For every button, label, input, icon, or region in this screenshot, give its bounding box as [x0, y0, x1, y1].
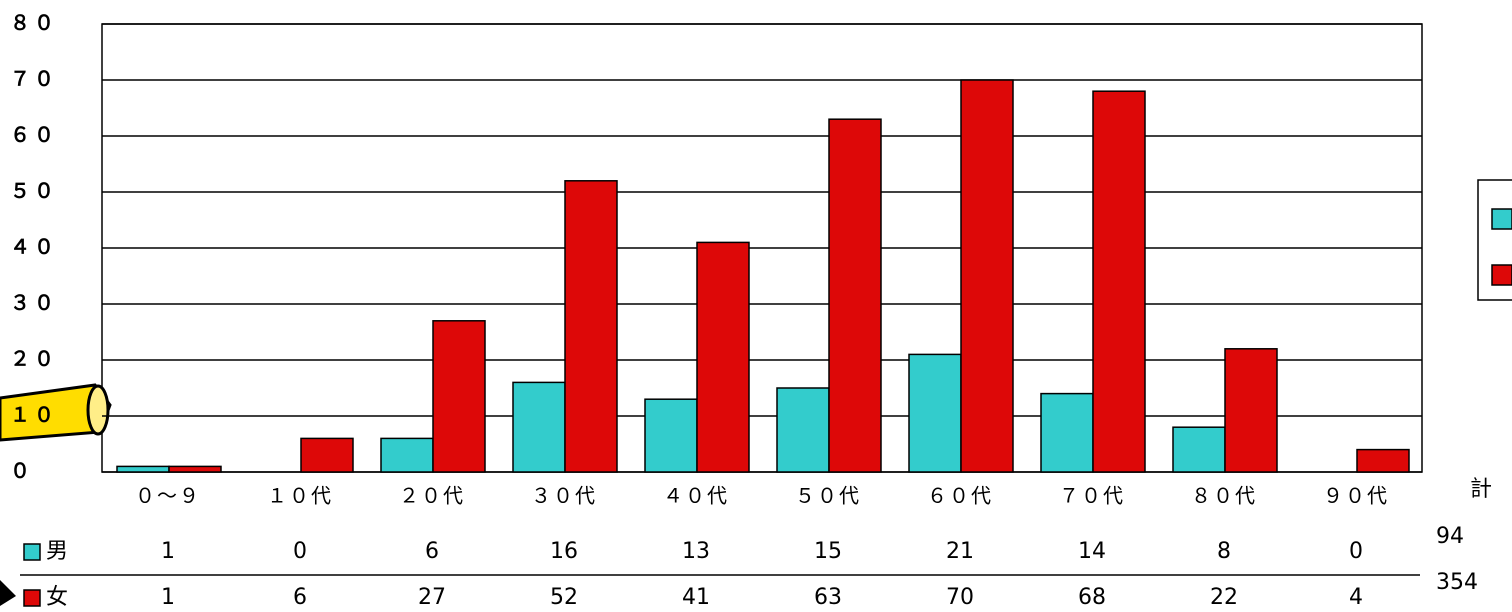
- legend-swatch: [1491, 264, 1512, 286]
- table-value: 22: [1210, 585, 1238, 610]
- table-value: 15: [814, 539, 842, 564]
- table-value: 41: [682, 585, 710, 610]
- bar: [300, 437, 354, 473]
- bar: [512, 381, 566, 473]
- totals-label: 計: [1470, 477, 1492, 502]
- table-value: 8: [1217, 539, 1231, 564]
- bar: [1356, 448, 1410, 473]
- bar: [908, 353, 962, 473]
- total-value: 354: [1436, 570, 1478, 595]
- y-tick-label: ６０: [10, 123, 58, 147]
- bar: [1092, 90, 1146, 473]
- bar: [960, 79, 1014, 473]
- y-tick-label: ５０: [10, 179, 58, 203]
- x-tick-label: ５０代: [795, 484, 861, 508]
- x-tick-label: ６０代: [927, 484, 993, 508]
- total-value: 94: [1436, 524, 1464, 549]
- table-value: 70: [946, 585, 974, 610]
- table-value: 27: [418, 585, 446, 610]
- y-tick-label: ２０: [10, 347, 58, 371]
- x-tick-label: ９０代: [1323, 484, 1389, 508]
- table-value: 52: [550, 585, 578, 610]
- table-value: 21: [946, 539, 974, 564]
- y-tick-label: ４０: [10, 235, 58, 259]
- table-value: 6: [293, 585, 307, 610]
- legend-swatch: [23, 589, 41, 607]
- bar: [1224, 348, 1278, 473]
- table-value: 63: [814, 585, 842, 610]
- bar: [776, 387, 830, 473]
- table-value: 6: [425, 539, 439, 564]
- legend-label: 女: [46, 585, 68, 610]
- bar: [116, 465, 170, 473]
- table-value: 1: [161, 539, 175, 564]
- x-tick-label: ３０代: [531, 484, 597, 508]
- bar: [564, 180, 618, 473]
- x-tick-label: ４０代: [663, 484, 729, 508]
- table-value: 4: [1349, 585, 1363, 610]
- bar: [644, 398, 698, 473]
- y-tick-label: ３０: [10, 291, 58, 315]
- y-tick-label: ８０: [10, 11, 58, 35]
- legend-swatch: [1491, 208, 1512, 230]
- bar: [1040, 392, 1094, 473]
- x-tick-label: １０代: [267, 484, 333, 508]
- bar: [1172, 426, 1226, 473]
- x-tick-label: ２０代: [399, 484, 465, 508]
- bar: [168, 465, 222, 473]
- table-value: 0: [293, 539, 307, 564]
- x-tick-label: ０～９: [135, 484, 201, 508]
- table-value: 14: [1078, 539, 1106, 564]
- table-value: 68: [1078, 585, 1106, 610]
- y-tick-label: ０: [10, 459, 34, 483]
- y-tick-label: １０: [10, 403, 58, 427]
- table-value: 13: [682, 539, 710, 564]
- legend-label: 男: [46, 539, 68, 564]
- pencil-icon: [0, 383, 112, 606]
- legend-swatch: [23, 543, 41, 561]
- table-value: 1: [161, 585, 175, 610]
- bar: [432, 320, 486, 473]
- bar: [696, 241, 750, 473]
- x-tick-label: ７０代: [1059, 484, 1125, 508]
- table-value: 16: [550, 539, 578, 564]
- x-tick-label: ８０代: [1191, 484, 1257, 508]
- bar: [380, 437, 434, 473]
- y-tick-label: ７０: [10, 67, 58, 91]
- bar: [828, 118, 882, 473]
- table-value: 0: [1349, 539, 1363, 564]
